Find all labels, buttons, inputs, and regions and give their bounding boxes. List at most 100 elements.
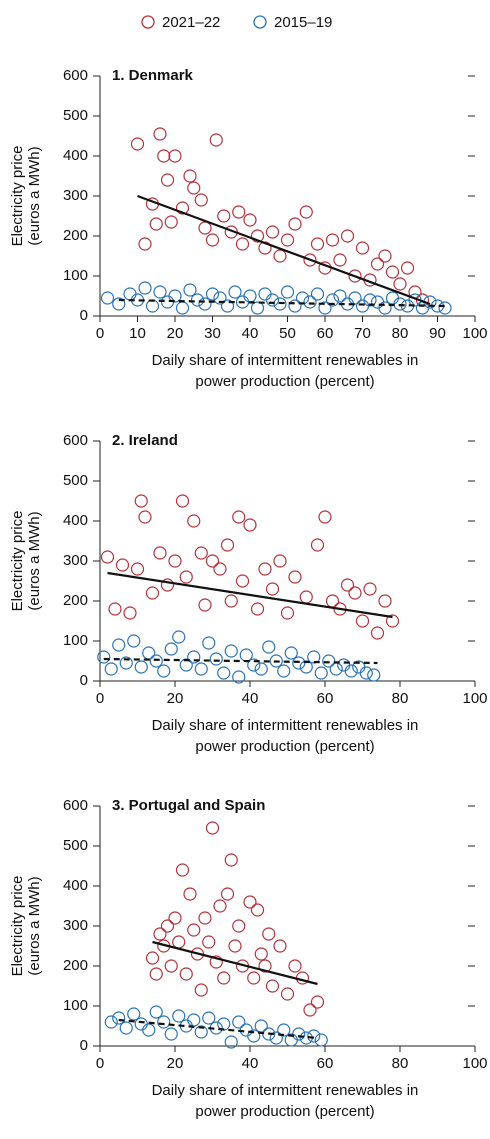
point [108, 602, 122, 616]
point [127, 634, 141, 648]
point [213, 291, 227, 305]
point [228, 285, 242, 299]
point [307, 1029, 321, 1043]
point [134, 660, 148, 674]
point [273, 939, 287, 953]
y-tick-label: 0 [80, 307, 88, 324]
point [160, 173, 175, 187]
x-tick-label: 60 [317, 325, 334, 342]
point [142, 646, 156, 660]
point [378, 301, 392, 315]
point [292, 1027, 306, 1041]
point [183, 169, 197, 183]
point [160, 919, 175, 933]
point [172, 630, 186, 644]
point [119, 1021, 133, 1035]
point [340, 229, 355, 243]
y-tick-label: 300 [63, 552, 88, 569]
point [239, 1023, 253, 1037]
trend-line [137, 194, 431, 306]
point [277, 664, 291, 678]
point [220, 299, 235, 313]
point [100, 291, 115, 305]
y-tick-label: 0 [80, 672, 88, 689]
point [239, 648, 253, 662]
point [250, 903, 265, 917]
point [250, 229, 265, 243]
point [355, 299, 370, 313]
legend-label: 2015–19 [274, 14, 332, 31]
point [205, 233, 220, 247]
point [115, 558, 130, 572]
point [232, 1015, 246, 1029]
x-axis-label: power production (percent) [195, 1103, 374, 1120]
point [438, 301, 452, 315]
point [198, 911, 212, 925]
x-axis-label: power production (percent) [195, 373, 374, 390]
point [179, 570, 193, 584]
point [284, 646, 298, 660]
point [194, 193, 208, 207]
y-axis-label: Electricity price [9, 146, 26, 247]
x-tick-label: 100 [462, 325, 487, 342]
point [292, 656, 306, 670]
point [262, 927, 276, 941]
point [153, 927, 167, 941]
point [333, 253, 347, 267]
y-tick-label: 600 [63, 67, 88, 84]
point [265, 225, 280, 239]
x-tick-label: 50 [279, 325, 296, 342]
y-axis-label: (euros a MWh) [26, 146, 43, 245]
y-tick-label: 100 [63, 267, 88, 284]
point [134, 494, 148, 508]
point [288, 217, 302, 231]
point [175, 863, 190, 877]
point [325, 233, 340, 247]
point [310, 237, 325, 251]
point [337, 658, 351, 672]
point [370, 626, 385, 640]
point [112, 297, 126, 311]
point [224, 594, 238, 608]
point [209, 133, 223, 147]
point [194, 983, 208, 997]
point [153, 127, 167, 141]
point [187, 181, 201, 195]
point [217, 971, 231, 985]
point [145, 586, 160, 600]
point [209, 955, 223, 969]
point [138, 281, 152, 295]
point [250, 301, 265, 315]
point [232, 919, 246, 933]
point [363, 582, 377, 596]
point [363, 293, 377, 307]
point [187, 1013, 201, 1027]
point [258, 562, 272, 576]
y-tick-label: 500 [63, 837, 88, 854]
point [213, 899, 227, 913]
x-tick-label: 80 [392, 690, 409, 707]
point [198, 221, 212, 235]
point [149, 1005, 163, 1019]
point [359, 666, 373, 680]
y-tick-label: 600 [63, 797, 88, 814]
x-tick-label: 80 [392, 325, 409, 342]
point [288, 570, 302, 584]
point [333, 289, 347, 303]
x-tick-label: 30 [204, 325, 221, 342]
point [262, 640, 276, 654]
point [168, 289, 182, 303]
y-axis-label: (euros a MWh) [26, 876, 43, 975]
x-tick-label: 40 [242, 1055, 259, 1072]
x-tick-label: 80 [392, 1055, 409, 1072]
x-tick-label: 40 [242, 325, 259, 342]
y-tick-label: 100 [63, 997, 88, 1014]
point [112, 638, 126, 652]
point [273, 249, 287, 263]
legend-marker [141, 15, 155, 29]
point [198, 297, 212, 311]
y-axis-label: Electricity price [9, 876, 26, 977]
x-tick-label: 100 [462, 1055, 487, 1072]
point [123, 287, 137, 301]
